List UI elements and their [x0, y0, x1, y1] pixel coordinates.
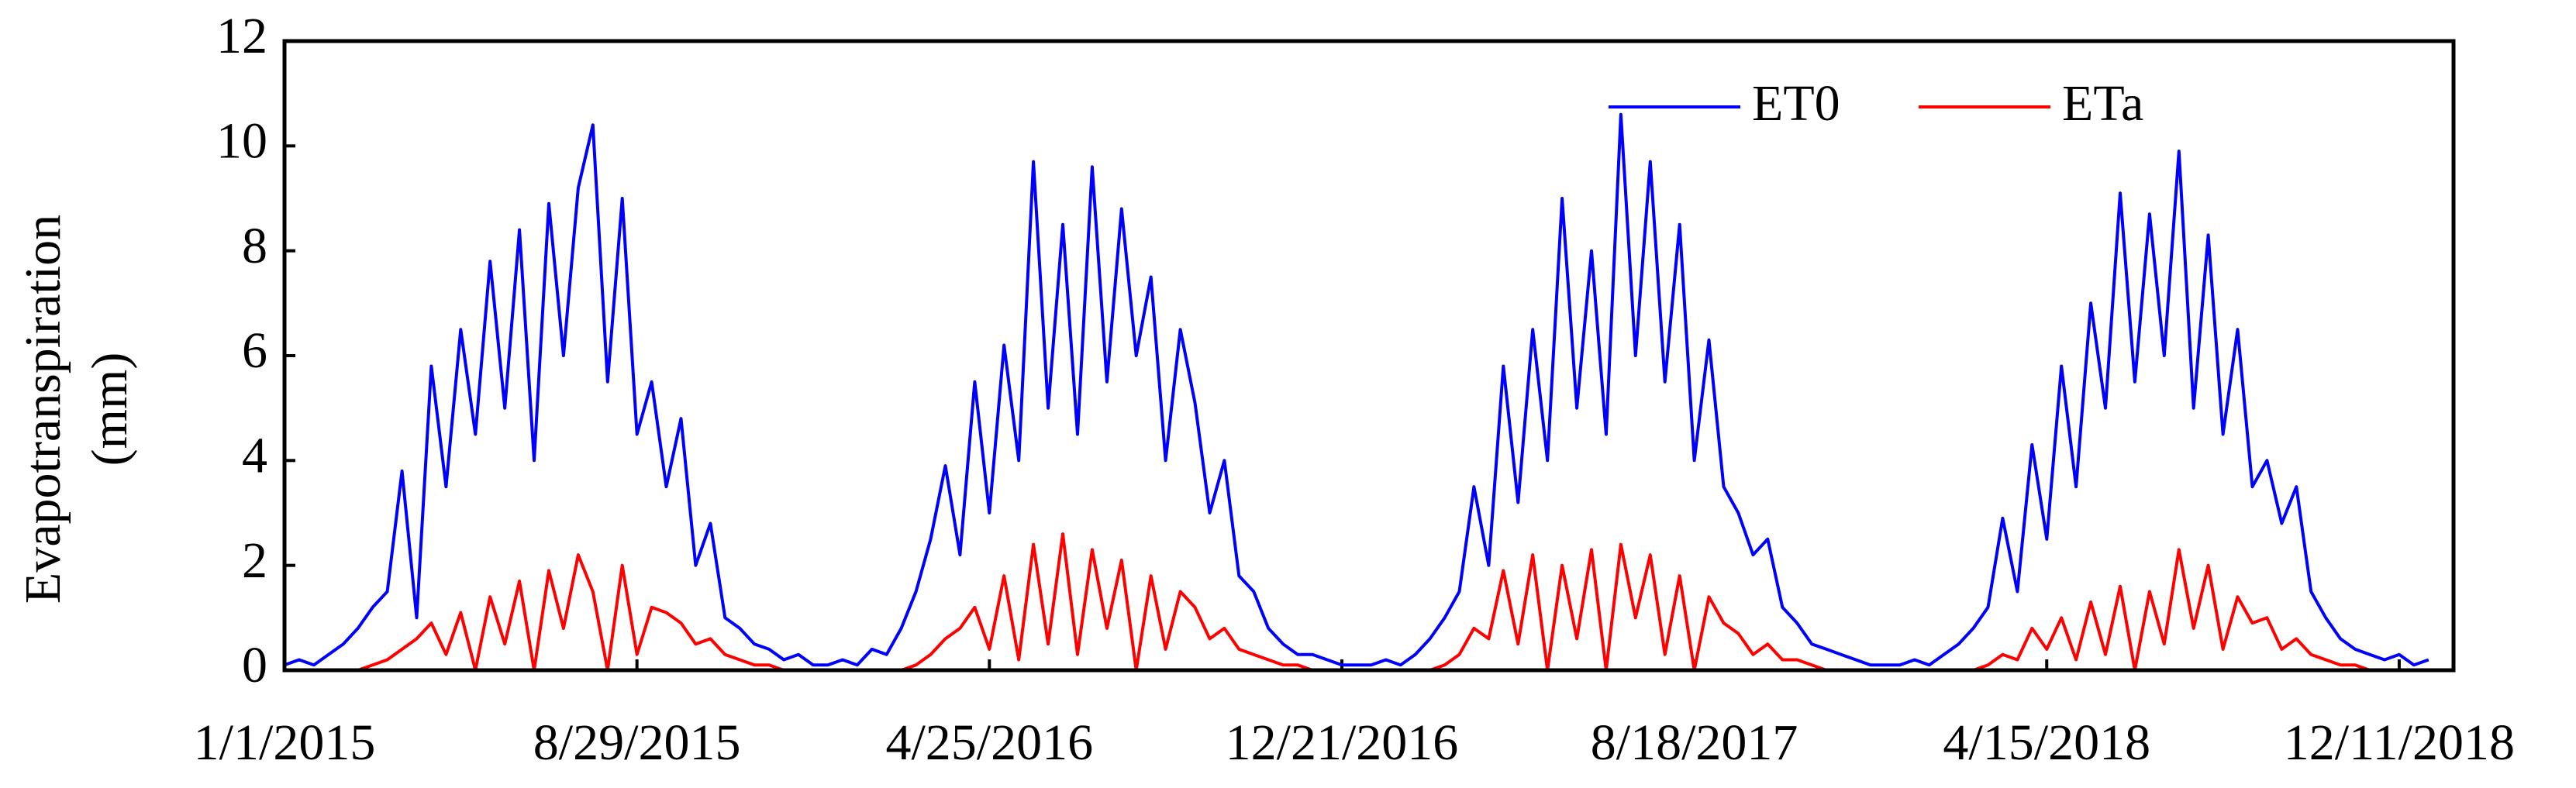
x-tick-label: 8/29/2015 [533, 714, 741, 771]
y-tick-label: 2 [242, 532, 267, 589]
x-tick-label: 12/21/2016 [1226, 714, 1459, 771]
y-tick-label: 6 [242, 322, 267, 379]
y-axis-title-line: Evapotranspiration [15, 215, 71, 604]
series-line [284, 112, 2429, 667]
legend-label: ETa [2062, 75, 2143, 132]
y-tick-label: 12 [216, 8, 267, 64]
plot-frame [282, 39, 2456, 673]
y-tick-label: 4 [242, 427, 267, 483]
x-tick-label: 4/25/2016 [885, 714, 1093, 771]
y-axis-title: Evapotranspiration (mm) [15, 215, 138, 604]
x-tick-label: 12/11/2018 [2284, 714, 2515, 771]
x-tick-label: 1/1/2015 [194, 714, 376, 771]
y-tick-label: 8 [242, 218, 267, 274]
y-tick-label: 0 [242, 637, 267, 693]
legend-label: ET0 [1752, 75, 1840, 132]
x-tick-label: 8/18/2017 [1591, 714, 1798, 771]
y-axis-title-line: (mm) [81, 353, 138, 466]
legend: ET0 ETa [1609, 75, 2143, 132]
x-tick-label: 4/15/2018 [1943, 714, 2150, 771]
y-tick-label: 10 [216, 112, 267, 169]
